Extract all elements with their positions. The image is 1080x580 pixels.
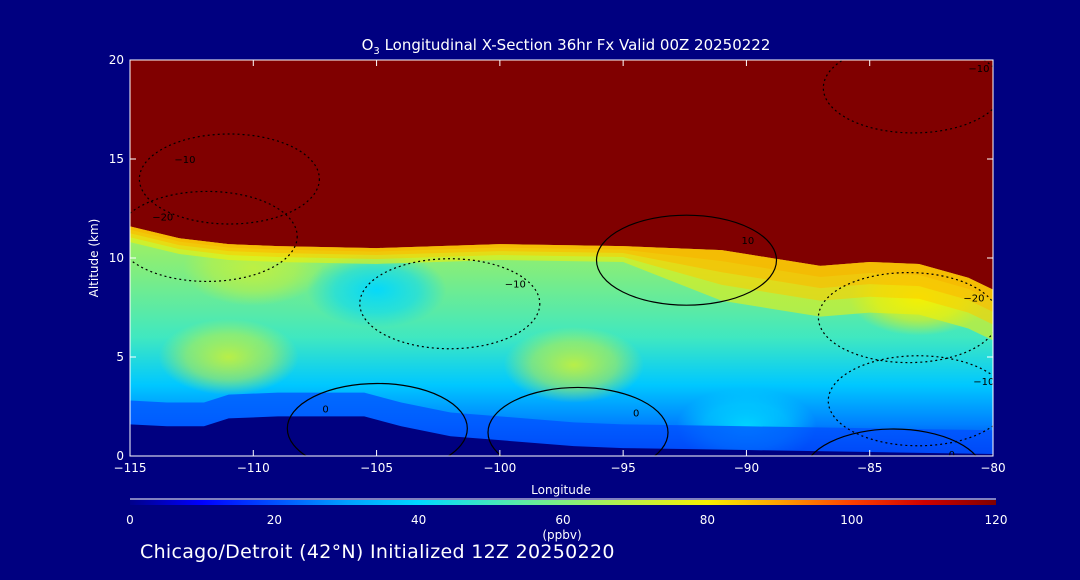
tropopause-band xyxy=(130,226,993,341)
colorbar-tick-label: 0 xyxy=(126,513,134,527)
contour-label: −10 xyxy=(174,155,195,166)
ozone-feature xyxy=(503,326,644,403)
contour-label: 0 xyxy=(949,450,955,461)
x-tick-label: −100 xyxy=(483,461,516,475)
colorbar-tick-label: 20 xyxy=(267,513,282,527)
contour-label: −20 xyxy=(152,212,173,223)
stratosphere-fill xyxy=(130,60,993,290)
colorbar-ticks: 0 20 40 60 80 100 120 xyxy=(126,513,1007,527)
x-axis-label: Longitude xyxy=(531,483,591,497)
y-tick-label: 0 xyxy=(116,449,124,463)
contour-label: −10 xyxy=(505,280,526,291)
colorbar-tick-label: 100 xyxy=(840,513,863,527)
ozone-feature xyxy=(158,319,299,395)
contour-line xyxy=(138,133,320,225)
colorbar-tick-label: 120 xyxy=(985,513,1008,527)
y-tick-label: 20 xyxy=(109,53,124,67)
y-axis-label: Altitude (km) xyxy=(87,219,101,298)
y-tick-label: 15 xyxy=(109,152,124,166)
ozone-feature xyxy=(306,251,447,328)
plot-area: −10 −20 −10 10 −10 −20 −10 0 0 0 xyxy=(130,60,994,461)
contour-label: 0 xyxy=(322,404,328,415)
contour-line xyxy=(817,272,993,364)
x-tick-label: −110 xyxy=(237,461,270,475)
x-tick-label: −90 xyxy=(734,461,759,475)
y-tick-label: 5 xyxy=(116,350,124,364)
colorbar-tick-label: 40 xyxy=(411,513,426,527)
x-tick-label: −105 xyxy=(360,461,393,475)
contour-label: −10 xyxy=(973,377,994,388)
colorbar-label: (ppbv) xyxy=(542,528,581,542)
contour-label: 0 xyxy=(633,408,639,419)
contour-line xyxy=(595,214,778,306)
contour-label: −10 xyxy=(968,64,989,75)
contour-line xyxy=(810,428,977,456)
contour-label: 10 xyxy=(741,236,754,247)
init-caption: Chicago/Detroit (42°N) Initialized 12Z 2… xyxy=(140,541,615,563)
x-tick-label: −85 xyxy=(857,461,882,475)
y-axis: 0 5 10 15 20 xyxy=(109,53,993,463)
colorbar-tick-label: 60 xyxy=(555,513,570,527)
x-tick-label: −115 xyxy=(114,461,147,475)
x-tick-label: −80 xyxy=(980,461,1005,475)
chart-title: O3 Longitudinal X-Section 36hr Fx Valid … xyxy=(362,36,771,57)
contour-line xyxy=(130,190,298,283)
contour-label: −20 xyxy=(963,294,984,305)
y-tick-label: 10 xyxy=(109,251,124,265)
contour-line xyxy=(827,355,993,447)
contour-line xyxy=(359,258,541,350)
terrain xyxy=(130,416,993,456)
x-tick-label: −95 xyxy=(610,461,635,475)
contour-line xyxy=(286,382,468,456)
colorbar-tick-label: 80 xyxy=(700,513,715,527)
colorbar xyxy=(130,500,996,505)
contour-line xyxy=(487,386,669,456)
x-axis: −115 −110 −105 −100 −95 −90 −85 −80 xyxy=(114,60,1006,475)
